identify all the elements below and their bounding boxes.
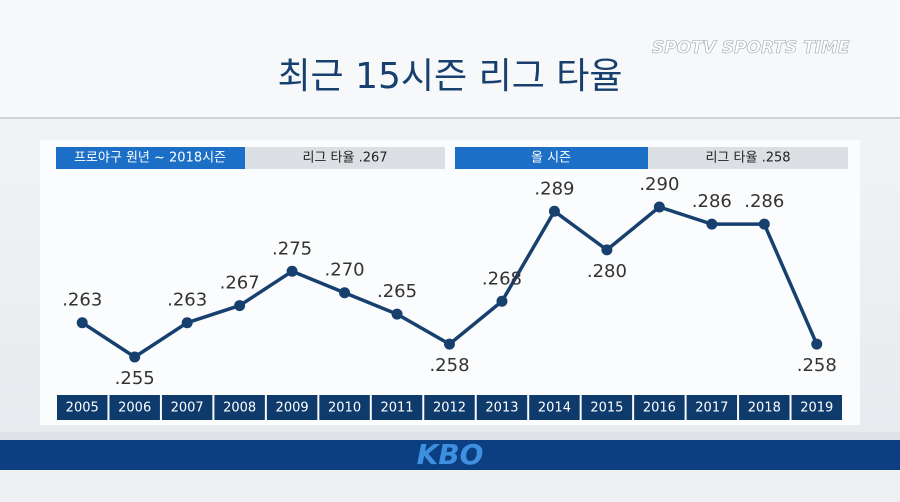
- x-tick-label: 2009: [276, 401, 309, 416]
- legend-box: [245, 147, 445, 169]
- value-label: .286: [744, 191, 784, 212]
- x-tick-label: 2007: [171, 401, 204, 416]
- value-label: .280: [587, 261, 627, 282]
- header-band: [0, 0, 900, 118]
- bottom-band: [0, 470, 900, 502]
- legend-box: [56, 147, 245, 169]
- category-box: [161, 395, 213, 420]
- x-tick-label: 2011: [380, 401, 413, 416]
- category-box: [214, 395, 265, 420]
- annotation: 리그 타율 .267: [302, 151, 387, 166]
- x-tick-label: 2019: [800, 401, 833, 416]
- value-label: .286: [692, 191, 732, 212]
- point: [76, 317, 88, 329]
- category-box: [739, 395, 790, 420]
- category-box: [529, 395, 580, 420]
- value-label: .267: [220, 273, 260, 294]
- point: [181, 317, 193, 329]
- category-box: [791, 395, 842, 420]
- value-label: .290: [639, 174, 679, 195]
- legend-box: [648, 147, 848, 169]
- value-label: .263: [167, 290, 207, 311]
- value-label: .265: [377, 281, 417, 302]
- point: [286, 265, 298, 277]
- value-label: .258: [797, 355, 837, 376]
- x-tick-label: 2010: [328, 401, 361, 416]
- value-label: .263: [62, 290, 102, 311]
- point: [758, 218, 770, 230]
- point: [706, 218, 718, 230]
- point: [234, 300, 246, 312]
- annotation: 리그 타율 .258: [705, 151, 790, 166]
- x-tick-label: 2015: [590, 401, 623, 416]
- category-box: [319, 395, 370, 420]
- point: [391, 308, 403, 320]
- category-box: [476, 395, 528, 420]
- category-box: [686, 395, 738, 420]
- annotation: 프로야구 원년 ~ 2018시즌: [74, 151, 226, 166]
- value-label: .270: [325, 260, 365, 281]
- x-tick-label: 2013: [485, 401, 518, 416]
- point: [496, 295, 508, 307]
- point: [548, 205, 560, 217]
- category-box: [266, 395, 318, 420]
- x-tick-label: 2018: [748, 401, 781, 416]
- point: [444, 338, 455, 350]
- point: [601, 244, 613, 256]
- value-label: .275: [272, 238, 312, 259]
- value-label: .268: [482, 268, 522, 289]
- x-tick-label: 2006: [118, 401, 151, 416]
- chart-panel: [40, 140, 860, 425]
- x-tick-label: 2008: [223, 401, 256, 416]
- footer-logo: KBO: [417, 438, 484, 471]
- point: [129, 351, 141, 363]
- footer-strip: [0, 432, 900, 440]
- category-box: [581, 395, 633, 420]
- value-label: .255: [115, 368, 155, 389]
- category-box: [371, 395, 423, 420]
- x-tick-label: 2005: [66, 401, 99, 416]
- value-label: .258: [429, 355, 469, 376]
- category-box: [634, 395, 685, 420]
- category-box: [109, 395, 160, 420]
- x-tick-label: 2016: [643, 401, 676, 416]
- annotation: 올 시즌: [531, 151, 571, 166]
- x-tick-label: 2017: [695, 401, 728, 416]
- footer-band: [0, 440, 900, 470]
- category-box: [424, 395, 475, 420]
- legend-box: [455, 147, 648, 169]
- x-tick-label: 2012: [433, 401, 466, 416]
- point: [339, 287, 351, 299]
- value-label: .289: [534, 178, 574, 199]
- broadcaster-logo: SPOTV SPORTS TIME: [652, 38, 850, 58]
- point: [811, 338, 823, 350]
- chart-title: 최근 15시즌 리그 타율: [277, 56, 622, 97]
- category-box: [57, 395, 108, 420]
- x-tick-label: 2014: [538, 401, 571, 416]
- point: [653, 201, 665, 213]
